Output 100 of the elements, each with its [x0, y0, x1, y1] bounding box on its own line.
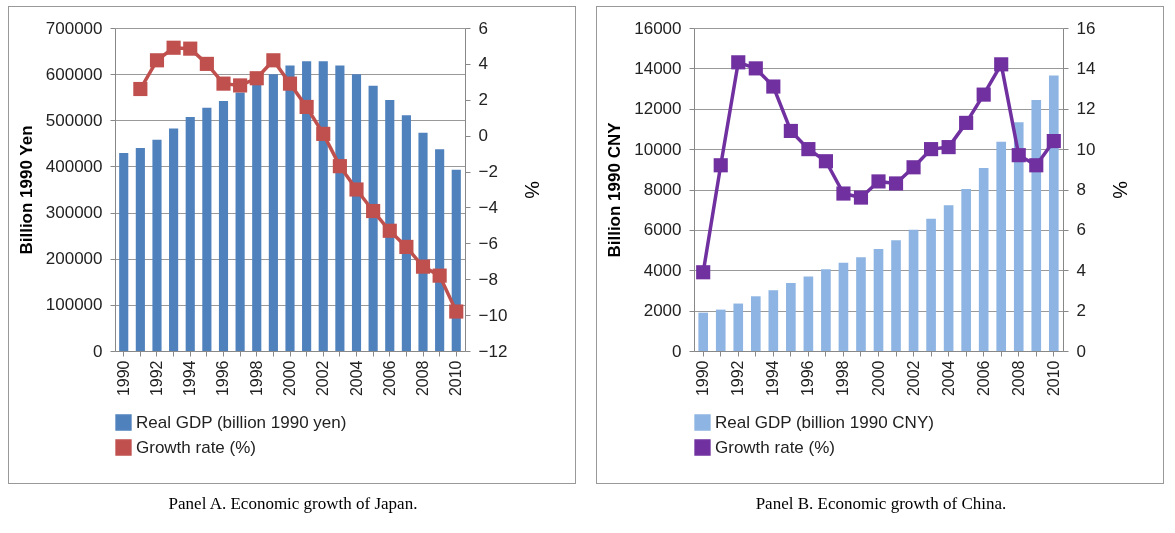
x-tick-label: 2010 — [1044, 360, 1062, 397]
y-tick-label: 400000 — [45, 156, 103, 176]
bar — [185, 117, 195, 351]
y2-tick-label: −8 — [478, 269, 498, 289]
point — [1011, 148, 1026, 163]
y2-tick-label: 2 — [1076, 301, 1086, 321]
point — [836, 186, 851, 201]
x-tick-label: 2008 — [414, 360, 432, 397]
point — [382, 223, 397, 238]
legend-label: Real GDP (billion 1990 yen) — [136, 412, 347, 432]
bar — [235, 92, 245, 351]
point — [766, 79, 781, 94]
point — [871, 174, 886, 189]
point — [1029, 158, 1044, 173]
bar — [803, 276, 814, 351]
y2-tick-label: 6 — [1076, 220, 1086, 240]
x-tick-label: 2006 — [974, 360, 992, 397]
point — [266, 53, 281, 68]
point — [449, 304, 464, 319]
y-tick-label: 100000 — [45, 295, 103, 315]
bar — [1031, 100, 1042, 351]
point — [888, 176, 904, 191]
x-tick-label: 2010 — [447, 360, 465, 397]
legend-label: Real GDP (billion 1990 CNY) — [715, 412, 934, 432]
bar — [838, 262, 849, 351]
y2-tick-label: 16 — [1076, 18, 1096, 38]
bar — [926, 218, 936, 351]
bar — [943, 205, 954, 351]
y2-tick-label: −12 — [478, 341, 508, 361]
point — [233, 78, 248, 93]
point — [282, 76, 298, 91]
x-tick-label: 1994 — [764, 360, 782, 397]
x-tick-label: 1996 — [214, 360, 232, 397]
y-tick-label: 500000 — [45, 110, 103, 130]
y2-axis-title: % — [1109, 181, 1132, 200]
point — [299, 99, 314, 115]
x-tick-label: 2006 — [380, 360, 398, 397]
y2-tick-label: −4 — [478, 197, 498, 217]
point — [783, 123, 798, 139]
point — [853, 190, 869, 205]
x-tick-label: 1998 — [247, 360, 265, 397]
y-tick-label: 0 — [93, 341, 103, 361]
y-axis-title: Billion 1990 CNY — [605, 121, 625, 258]
point — [748, 61, 763, 76]
point — [696, 265, 711, 280]
bar — [152, 139, 162, 351]
point — [1046, 133, 1061, 149]
point — [976, 87, 991, 102]
bar — [285, 65, 295, 351]
y-tick-label: 16000 — [634, 18, 682, 38]
x-tick-label: 1998 — [834, 360, 852, 397]
point — [249, 71, 264, 86]
point — [366, 203, 381, 219]
x-tick-label: 2004 — [347, 360, 365, 397]
y-tick-label: 2000 — [643, 301, 682, 321]
legend-label: Growth rate (%) — [136, 437, 256, 457]
y2-tick-label: −6 — [478, 233, 498, 253]
point — [432, 268, 447, 283]
y-tick-label: 0 — [672, 341, 682, 361]
y2-tick-label: 10 — [1076, 139, 1096, 159]
point — [713, 158, 728, 173]
bar — [856, 257, 866, 351]
point — [166, 40, 181, 55]
y-axis-title: Billion 1990 Yen — [16, 125, 36, 255]
y2-tick-label: −2 — [478, 162, 498, 182]
bar — [996, 141, 1007, 351]
y2-tick-label: 0 — [478, 126, 488, 146]
point — [994, 57, 1009, 72]
y-tick-label: 6000 — [643, 220, 682, 240]
point — [941, 140, 956, 155]
point — [801, 142, 816, 157]
x-tick-label: 2004 — [939, 360, 957, 397]
point — [216, 76, 231, 91]
bar — [169, 128, 179, 351]
text: Panel B. Economic growth of China. — [754, 494, 1008, 514]
point — [924, 142, 939, 157]
bar — [218, 100, 229, 351]
point — [906, 160, 921, 175]
y-tick-label: 8000 — [643, 180, 682, 199]
point — [183, 41, 198, 56]
bar — [768, 290, 779, 351]
x-tick-label: 1990 — [114, 360, 132, 397]
point — [199, 56, 214, 71]
bar — [891, 240, 901, 351]
y2-tick-label: 2 — [478, 90, 488, 110]
point — [818, 154, 833, 169]
point — [316, 126, 331, 141]
bar — [335, 65, 345, 351]
x-tick-label: 2000 — [869, 360, 887, 397]
bar — [873, 249, 884, 351]
bar — [318, 61, 328, 351]
y2-tick-label: 4 — [1076, 260, 1086, 280]
bar — [401, 115, 411, 351]
y2-tick-label: 12 — [1076, 99, 1096, 119]
bar — [119, 153, 129, 351]
y-tick-label: 4000 — [643, 260, 682, 280]
point — [399, 239, 414, 254]
bar — [908, 229, 919, 351]
point — [731, 55, 746, 70]
y2-axis-title: % — [521, 181, 544, 200]
